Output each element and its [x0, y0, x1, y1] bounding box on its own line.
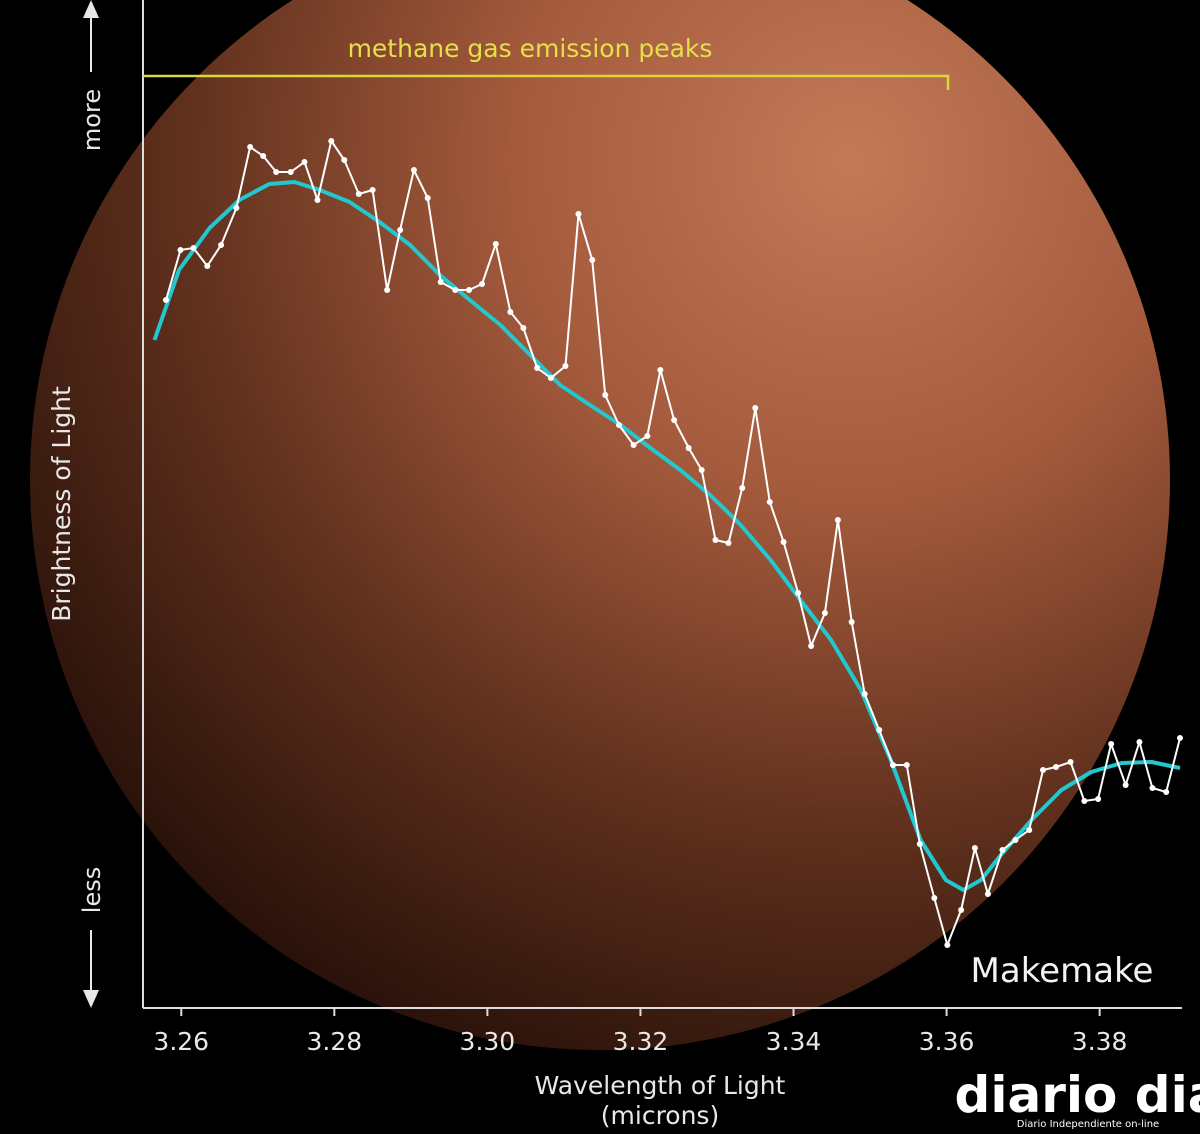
data-point: [602, 392, 609, 398]
x-tick-label: 3.28: [306, 1027, 362, 1056]
data-point: [204, 263, 211, 269]
data-point: [247, 144, 254, 150]
data-point: [575, 211, 582, 217]
data-point: [944, 942, 951, 948]
data-point: [739, 485, 746, 491]
data-point: [644, 433, 651, 439]
data-point: [190, 245, 197, 251]
x-axis-title: Wavelength of Light: [535, 1071, 786, 1100]
data-point: [384, 287, 391, 293]
data-point: [273, 169, 280, 175]
data-point: [233, 205, 240, 211]
data-point: [218, 242, 225, 248]
data-point: [848, 619, 855, 625]
data-point: [492, 241, 499, 247]
planet-label: Makemake: [971, 951, 1154, 991]
y-less-label: less: [78, 867, 106, 913]
data-point: [397, 227, 404, 233]
data-point: [1026, 827, 1033, 833]
data-point: [971, 845, 978, 851]
data-point: [999, 847, 1006, 853]
data-point: [821, 610, 828, 616]
data-point: [958, 907, 965, 913]
y-axis-title: Brightness of Light: [47, 386, 76, 622]
data-point: [1040, 767, 1047, 773]
data-point: [903, 762, 910, 768]
data-point: [177, 247, 184, 253]
data-point: [534, 365, 541, 371]
data-point: [1177, 735, 1183, 741]
data-point: [890, 762, 897, 768]
axes: [142, 0, 1182, 1009]
x-tick-label: 3.30: [460, 1027, 516, 1056]
data-point: [766, 499, 773, 505]
x-tick-label: 3.34: [766, 1027, 822, 1056]
data-point: [452, 287, 459, 293]
data-point: [520, 325, 527, 331]
data-point: [1067, 759, 1074, 765]
data-point: [671, 417, 678, 423]
data-point: [916, 841, 923, 847]
data-point: [589, 257, 596, 263]
data-point: [1136, 739, 1143, 745]
data-point: [479, 281, 486, 287]
x-tick-label: 3.36: [919, 1027, 975, 1056]
data-point: [780, 539, 787, 545]
data-point: [630, 442, 637, 448]
data-point: [1122, 782, 1129, 788]
data-point: [1108, 741, 1115, 747]
data-point: [1163, 789, 1170, 795]
annotation-bracket: [143, 74, 950, 90]
data-point: [1095, 796, 1102, 802]
data-point: [355, 191, 362, 197]
data-point: [795, 590, 802, 596]
data-point: [1149, 785, 1156, 791]
planet-image: [30, 0, 1170, 1050]
data-point: [834, 517, 841, 523]
data-point: [162, 297, 169, 303]
data-point: [466, 287, 473, 293]
watermark-title: diario dia: [955, 1066, 1200, 1124]
data-point: [547, 375, 554, 381]
x-axis-unit: (microns): [601, 1101, 719, 1130]
x-tick-label: 3.32: [613, 1027, 669, 1056]
data-point: [341, 157, 348, 163]
data-point: [808, 643, 815, 649]
data-point: [712, 537, 719, 543]
data-point: [752, 405, 759, 411]
x-tick-label: 3.38: [1072, 1027, 1128, 1056]
data-point: [437, 279, 444, 285]
data-point: [301, 159, 308, 165]
data-point: [861, 691, 868, 697]
data-point: [260, 153, 267, 159]
data-point: [685, 445, 692, 451]
data-point: [657, 367, 664, 373]
data-point: [287, 169, 294, 175]
data-point: [616, 422, 623, 428]
data-point: [424, 195, 431, 201]
annotation: methane gas emission peaks: [348, 34, 713, 63]
data-point: [314, 197, 321, 203]
data-point: [725, 540, 732, 546]
watermark-subtitle: Diario Independiente on-line: [1017, 1119, 1159, 1130]
data-point: [931, 895, 938, 901]
data-point: [1081, 798, 1088, 804]
data-point: [1012, 837, 1019, 843]
data-point: [984, 891, 991, 897]
data-point: [876, 727, 883, 733]
data-point: [369, 187, 376, 193]
y-more-label: more: [78, 89, 106, 151]
data-point: [410, 167, 417, 173]
data-point: [698, 467, 705, 473]
x-tick-label: 3.26: [153, 1027, 209, 1056]
data-point: [1053, 764, 1060, 770]
data-point: [507, 309, 514, 315]
data-point: [328, 138, 335, 144]
data-point: [562, 363, 569, 369]
